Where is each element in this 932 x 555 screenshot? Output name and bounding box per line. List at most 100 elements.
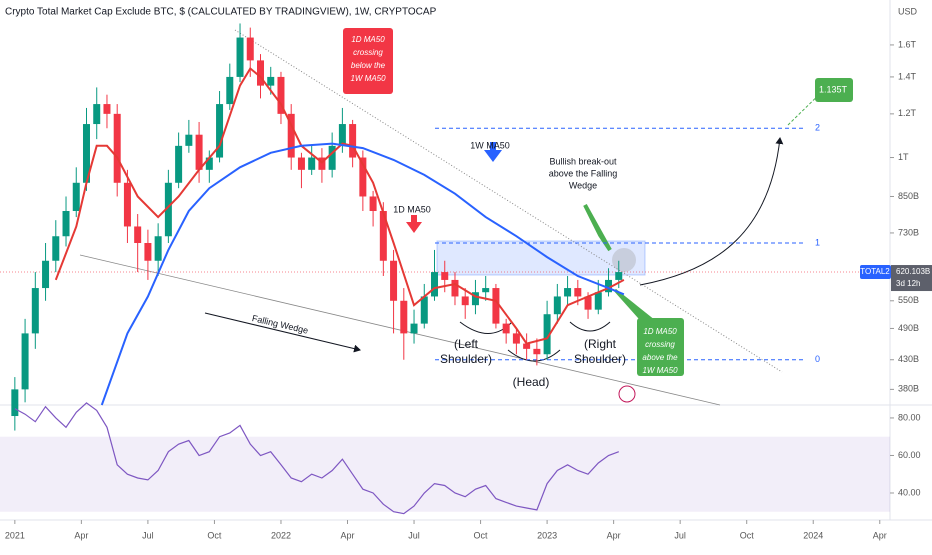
- candle-body: [62, 211, 70, 237]
- annotation-box: [815, 78, 853, 102]
- annotation-text: 1.135T: [819, 84, 848, 94]
- annotation-box: [637, 318, 684, 376]
- y-tick-label: 1T: [898, 152, 909, 162]
- candle-body: [236, 37, 244, 77]
- annotation-box: [343, 28, 393, 94]
- projection-arrow: [639, 137, 784, 286]
- candle-body: [297, 157, 305, 170]
- y-tick-label: 430B: [898, 354, 919, 364]
- candle-body: [390, 260, 398, 301]
- candle-body: [400, 300, 408, 334]
- y-tick-label: 1.6T: [898, 39, 917, 49]
- annotation-text: crossing: [645, 340, 675, 349]
- candle-body: [144, 242, 152, 261]
- candle-body: [349, 124, 357, 158]
- candle-body: [338, 124, 346, 146]
- candle-body: [164, 182, 172, 237]
- candle-body: [553, 296, 561, 315]
- candle-body: [605, 279, 613, 293]
- annotation-text: (Head): [513, 375, 550, 389]
- breakout-marker: [612, 248, 636, 272]
- candle-body: [246, 37, 254, 61]
- shoulder-arc: [569, 321, 611, 332]
- annotation-text: 1D MA50: [393, 204, 431, 214]
- candle-body: [533, 348, 541, 355]
- y-tick-label: 730B: [898, 227, 919, 237]
- candle-body: [308, 157, 316, 170]
- ma-line: [54, 66, 625, 345]
- candle-body: [21, 333, 29, 390]
- annotation-text: (Right: [584, 337, 617, 351]
- y-tick-label: 550B: [898, 295, 919, 305]
- annotation-text: 1W MA50: [642, 366, 678, 375]
- annotation-text: 1D MA50: [351, 35, 385, 44]
- candle-body: [257, 60, 265, 86]
- candle-body: [615, 272, 623, 280]
- candle-body: [185, 134, 193, 146]
- annotation-text: Shoulder): [574, 352, 626, 366]
- candle-body: [564, 288, 572, 297]
- rsi-tick-label: 40.00: [898, 487, 921, 497]
- rsi-tick-label: 80.00: [898, 412, 921, 422]
- fib-label: 1: [815, 237, 820, 247]
- x-tick-label: 2021: [5, 530, 25, 540]
- candle-body: [502, 323, 510, 334]
- candle-body: [123, 182, 131, 227]
- price-box: [891, 265, 932, 292]
- x-tick-label: 2024: [803, 530, 823, 540]
- x-tick-label: Oct: [740, 530, 755, 540]
- ma-line: [100, 142, 625, 406]
- candle-body: [226, 76, 234, 105]
- annotation-text: 1D MA50: [643, 327, 677, 336]
- y-tick-label: 1.4T: [898, 71, 917, 81]
- x-tick-label: Oct: [474, 530, 489, 540]
- annotation-text: crossing: [353, 48, 383, 57]
- annotation-text: 1W MA50: [470, 140, 510, 150]
- candle-body: [134, 226, 142, 243]
- candle-body: [574, 288, 582, 297]
- candle-body: [471, 292, 479, 306]
- annotation-text: above the: [642, 353, 678, 362]
- candle-body: [82, 124, 90, 183]
- wedge-upper-line: [234, 29, 783, 373]
- candle-body: [441, 272, 449, 280]
- candle-body: [93, 104, 101, 125]
- candle-body: [103, 104, 111, 114]
- candle-body: [594, 292, 602, 310]
- x-tick-label: Apr: [873, 530, 887, 540]
- candle-body: [379, 211, 387, 261]
- x-tick-label: Oct: [207, 530, 222, 540]
- y-tick-label: 1.2T: [898, 108, 917, 118]
- y-tick-label: 380B: [898, 384, 919, 394]
- candle-body: [216, 104, 224, 158]
- head-arc: [507, 349, 561, 362]
- candle-body: [31, 288, 39, 334]
- fib-label: 2: [815, 123, 820, 133]
- candle-body: [42, 260, 50, 289]
- candle-body: [431, 272, 439, 297]
- x-tick-label: 2022: [271, 530, 291, 540]
- candle-body: [543, 314, 551, 355]
- annotation-text: 1W MA50: [350, 74, 386, 83]
- candle-body: [369, 196, 377, 212]
- countdown-label: 3d 12h: [896, 279, 920, 288]
- chart-title: Crypto Total Market Cap Exclude BTC, $ (…: [5, 7, 437, 18]
- annotation-text: above the Falling: [549, 168, 618, 178]
- candle-body: [420, 296, 428, 324]
- candle-body: [512, 333, 520, 344]
- annotation-text: Shoulder): [440, 352, 492, 366]
- candle-body: [205, 157, 213, 170]
- price-label: 620.103B: [896, 267, 930, 276]
- annotation-text: Bullish break-out: [549, 156, 617, 166]
- candle-body: [113, 113, 121, 183]
- arrow-icon: [484, 142, 502, 162]
- annotation-text: (Left: [454, 337, 479, 351]
- x-tick-label: 2023: [537, 530, 557, 540]
- symbol-label: TOTAL2: [860, 267, 890, 276]
- x-tick-label: Apr: [340, 530, 354, 540]
- x-tick-label: Jul: [408, 530, 420, 540]
- candle-body: [359, 157, 367, 197]
- candle-body: [461, 296, 469, 306]
- event-icon: [618, 385, 636, 403]
